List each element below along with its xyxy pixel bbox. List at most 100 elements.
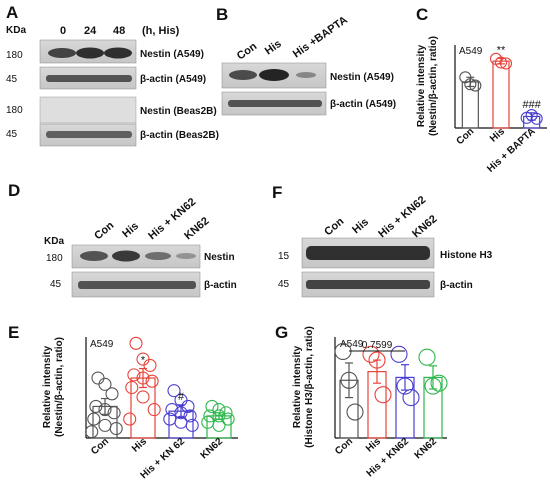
data-point-1-5 xyxy=(145,374,159,388)
panel-a-lane-48: 48 xyxy=(113,25,125,37)
panel-a-kda-label: KDa xyxy=(6,25,26,36)
panel-f-mw-2: 45 xyxy=(278,279,290,290)
data-point-1-0 xyxy=(362,345,380,363)
panel-a-lane-24: 24 xyxy=(84,25,97,37)
data-point-2-2 xyxy=(530,112,543,125)
data-point-2-8 xyxy=(185,418,199,432)
panel-d-blot-label-2: β-actin xyxy=(204,280,237,291)
panel-a-band xyxy=(46,75,132,82)
data-point-3-3 xyxy=(203,409,217,423)
data-point-1-2 xyxy=(499,57,513,70)
significance-mark-2: ### xyxy=(522,99,541,111)
data-point-3-0 xyxy=(418,348,436,366)
panel-a-band xyxy=(46,131,132,138)
panel-f-letter: F xyxy=(272,183,282,202)
data-point-1-4 xyxy=(136,371,150,385)
panel-d-band xyxy=(176,253,196,259)
panel-f: F Con His His + KN62 KN62 15 Histone H3 … xyxy=(272,183,493,298)
data-point-3-5 xyxy=(221,412,235,426)
panel-b-band xyxy=(229,70,257,80)
data-point-0-2 xyxy=(346,403,364,421)
y-axis-title-line: (Histone H3/β-actin, ratio) xyxy=(304,326,315,448)
x-tick-label-0: Con xyxy=(89,436,111,457)
data-point-1-9 xyxy=(123,412,137,426)
cell-line-label: A549 xyxy=(340,339,364,350)
panel-a-blot-label-2: β-actin (A549) xyxy=(140,74,206,85)
y-axis-title: Relative intensity(Nestin/β-actin, ratio… xyxy=(42,337,65,437)
panel-a: A KDa 0 24 48 (h, His) 180 Nestin (A549)… xyxy=(6,3,219,147)
data-point-3-2 xyxy=(219,406,233,420)
panel-b-lane-his: His xyxy=(263,38,284,58)
panel-e-letter: E xyxy=(8,323,19,342)
y-axis-title-line: Relative intensity xyxy=(42,345,53,428)
panel-b-lane-his-bapta: His +BAPTA xyxy=(291,14,350,60)
y-axis-title-line: (Nestin/β-actin, ratio) xyxy=(428,36,439,136)
x-tick-label-3: KN62 xyxy=(199,436,226,462)
panel-c-letter: C xyxy=(416,5,428,24)
panel-a-band xyxy=(76,47,104,59)
data-point-0-3 xyxy=(89,399,103,413)
panel-b-letter: B xyxy=(216,5,228,24)
panel-a-blot-label-3: Nestin (Beas2B) xyxy=(140,106,217,117)
panel-b-band xyxy=(259,69,289,81)
data-point-1-3 xyxy=(127,368,141,382)
data-point-1-8 xyxy=(147,403,161,417)
data-point-1-1 xyxy=(368,351,386,369)
data-point-3-1 xyxy=(212,403,226,417)
panel-d-mw-1: 180 xyxy=(46,253,63,264)
panel-a-mw-4: 45 xyxy=(6,129,18,140)
panel-d-lane-con: Con xyxy=(92,219,116,242)
panel-a-mw-2: 45 xyxy=(6,74,18,85)
data-point-3-4 xyxy=(212,409,226,423)
panel-a-condition: (h, His) xyxy=(142,25,180,37)
panel-a-letter: A xyxy=(6,3,18,22)
y-axis-title-line: Relative intensity xyxy=(292,345,303,428)
cell-line-label: A549 xyxy=(90,339,114,350)
panel-d-blot-label-1: Nestin xyxy=(204,252,235,263)
panel-d-lane-kn62: KN62 xyxy=(182,215,211,242)
data-point-3-2 xyxy=(430,374,448,392)
panel-d: D KDa Con His His + KN62 KN62 180 Nestin… xyxy=(8,181,237,298)
x-tick-label-0: Con xyxy=(455,126,477,147)
panel-d-letter: D xyxy=(8,181,20,200)
chart-g: A549 Relative intensity(Histone H3/β-acti… xyxy=(292,326,448,479)
chart-c: A549 Relative intensity(Nestin/β-actin, r… xyxy=(416,36,547,175)
panel-a-blot-3 xyxy=(39,96,137,124)
panel-d-band xyxy=(112,250,140,262)
data-point-0-6 xyxy=(87,412,101,426)
panel-b: B Con His His +BAPTA Nestin (A549) β-act… xyxy=(216,5,396,116)
data-point-0-1 xyxy=(464,78,477,91)
panel-a-blot-label-4: β-actin (Beas2B) xyxy=(140,130,219,141)
significance-mark-1: * xyxy=(141,355,146,367)
y-axis-title-line: (Nestin/β-actin, ratio) xyxy=(54,337,65,437)
y-axis-title: Relative intensity(Histone H3/β-actin, r… xyxy=(292,326,315,448)
data-point-2-3 xyxy=(165,403,179,417)
panel-b-band xyxy=(296,72,316,78)
panel-d-lane-his: His xyxy=(120,220,141,240)
data-point-1-2 xyxy=(143,358,157,372)
data-point-2-1 xyxy=(396,377,414,395)
panel-f-band xyxy=(306,246,430,260)
data-point-2-4 xyxy=(174,406,188,420)
panel-a-mw-1: 180 xyxy=(6,50,23,61)
data-point-2-2 xyxy=(402,389,420,407)
data-point-0-1 xyxy=(98,377,112,391)
y-axis-title-line: Relative intensity xyxy=(416,44,427,127)
data-point-0-5 xyxy=(107,406,121,420)
data-point-0-4 xyxy=(98,403,112,417)
panel-f-lane-his: His xyxy=(350,216,371,236)
data-point-2-0 xyxy=(167,384,181,398)
panel-d-mw-2: 45 xyxy=(50,279,62,290)
panel-d-band xyxy=(80,251,108,261)
data-point-0-0 xyxy=(91,371,105,385)
panel-a-mw-3: 180 xyxy=(6,105,23,116)
panel-b-blot-label-2: β-actin (A549) xyxy=(330,99,396,110)
panel-b-band xyxy=(228,100,322,107)
panel-d-band xyxy=(78,281,196,289)
data-point-0-2 xyxy=(469,79,482,92)
panel-a-band xyxy=(48,48,76,58)
chart-e: A549 Relative intensity(Nestin/β-actin, r… xyxy=(42,336,238,481)
bar-1 xyxy=(492,60,510,129)
panel-d-kda-label: KDa xyxy=(44,236,64,247)
